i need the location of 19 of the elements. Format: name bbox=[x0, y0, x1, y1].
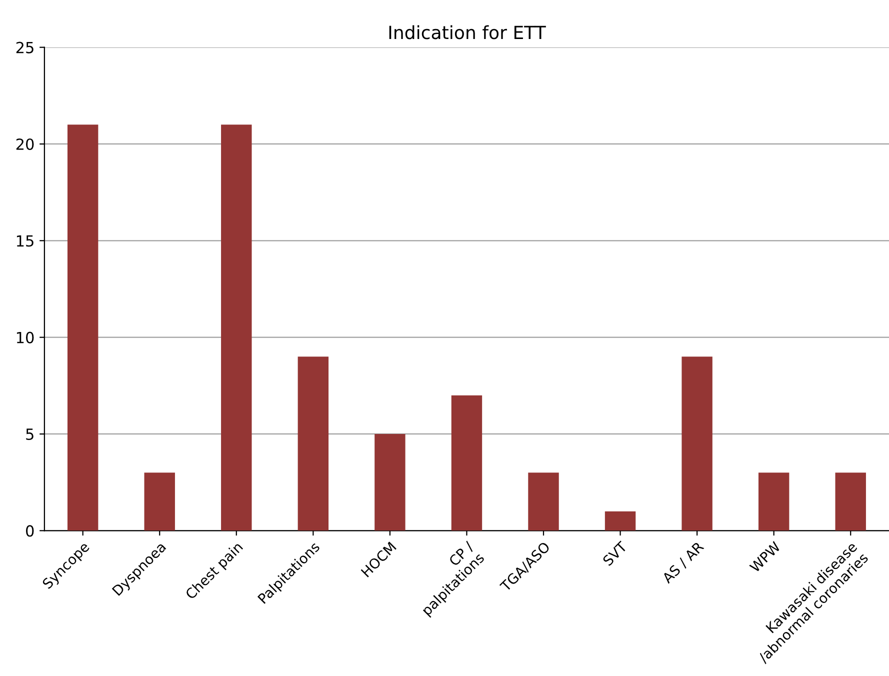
bar bbox=[221, 124, 252, 531]
x-tick-label: AS / AR bbox=[661, 540, 706, 585]
y-tick-label: 20 bbox=[16, 138, 34, 150]
bar bbox=[835, 472, 866, 531]
bar bbox=[144, 472, 175, 531]
bar bbox=[374, 434, 406, 531]
bar bbox=[758, 472, 790, 531]
y-tick-label: 25 bbox=[16, 42, 34, 54]
bar bbox=[67, 124, 98, 531]
y-tick-label: 0 bbox=[26, 525, 34, 537]
y-tick-label: 5 bbox=[26, 428, 34, 440]
bar bbox=[682, 356, 712, 531]
bar bbox=[451, 395, 482, 531]
bar bbox=[528, 472, 559, 531]
bar bbox=[604, 511, 636, 531]
bar bbox=[298, 356, 329, 531]
y-tick-label: 10 bbox=[16, 332, 34, 344]
y-tick-label: 15 bbox=[16, 235, 34, 247]
chart-title: Indication for ETT bbox=[389, 25, 546, 40]
